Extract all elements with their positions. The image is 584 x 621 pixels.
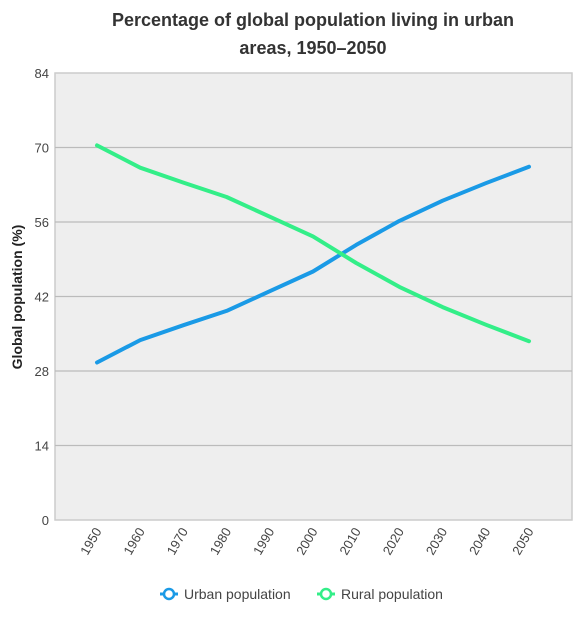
series-line-rural-population[interactable] — [95, 143, 531, 344]
y-axis-title: Global population (%) — [9, 225, 25, 370]
legend-marker-icon — [319, 587, 333, 601]
y-tick-label: 56 — [35, 215, 49, 230]
legend-item-urban-population[interactable]: Urban population — [160, 586, 291, 602]
x-tick-label: 1970 — [164, 525, 191, 558]
legend-marker-icon — [162, 587, 176, 601]
x-tick-label: 2050 — [509, 525, 536, 558]
grid-lines — [55, 146, 572, 447]
y-axis-ticks: 0 14 28 42 56 70 84 — [35, 66, 49, 528]
series-lines — [95, 143, 531, 365]
x-tick-label: 2020 — [380, 525, 407, 558]
chart-title-line-1: Percentage of global population living i… — [112, 10, 514, 30]
series-line-urban-population[interactable] — [95, 164, 531, 365]
chart-title-line-2: areas, 1950–2050 — [239, 38, 386, 58]
legend-item-rural-population[interactable]: Rural population — [317, 586, 443, 602]
x-tick-label: 2040 — [466, 525, 493, 558]
x-tick-label: 1990 — [250, 525, 277, 558]
x-tick-label: 1980 — [207, 525, 234, 558]
y-tick-label: 28 — [35, 364, 49, 379]
x-tick-label: 1950 — [77, 525, 104, 558]
x-tick-label: 2000 — [293, 525, 320, 558]
y-tick-label: 70 — [35, 141, 49, 156]
legend: Urban population Rural population — [160, 586, 443, 602]
y-tick-label: 14 — [35, 439, 49, 454]
x-tick-label: 2010 — [336, 525, 363, 558]
y-tick-label: 84 — [35, 66, 49, 81]
x-tick-label: 2030 — [423, 525, 450, 558]
y-tick-label: 0 — [42, 513, 49, 528]
y-tick-label: 42 — [35, 290, 49, 305]
legend-label: Rural population — [341, 586, 443, 602]
x-tick-label: 1960 — [120, 525, 147, 558]
x-axis-ticks: 1950 1960 1970 1980 1990 2000 2010 2020 2030 2040… — [77, 525, 536, 558]
legend-label: Urban population — [184, 586, 291, 602]
